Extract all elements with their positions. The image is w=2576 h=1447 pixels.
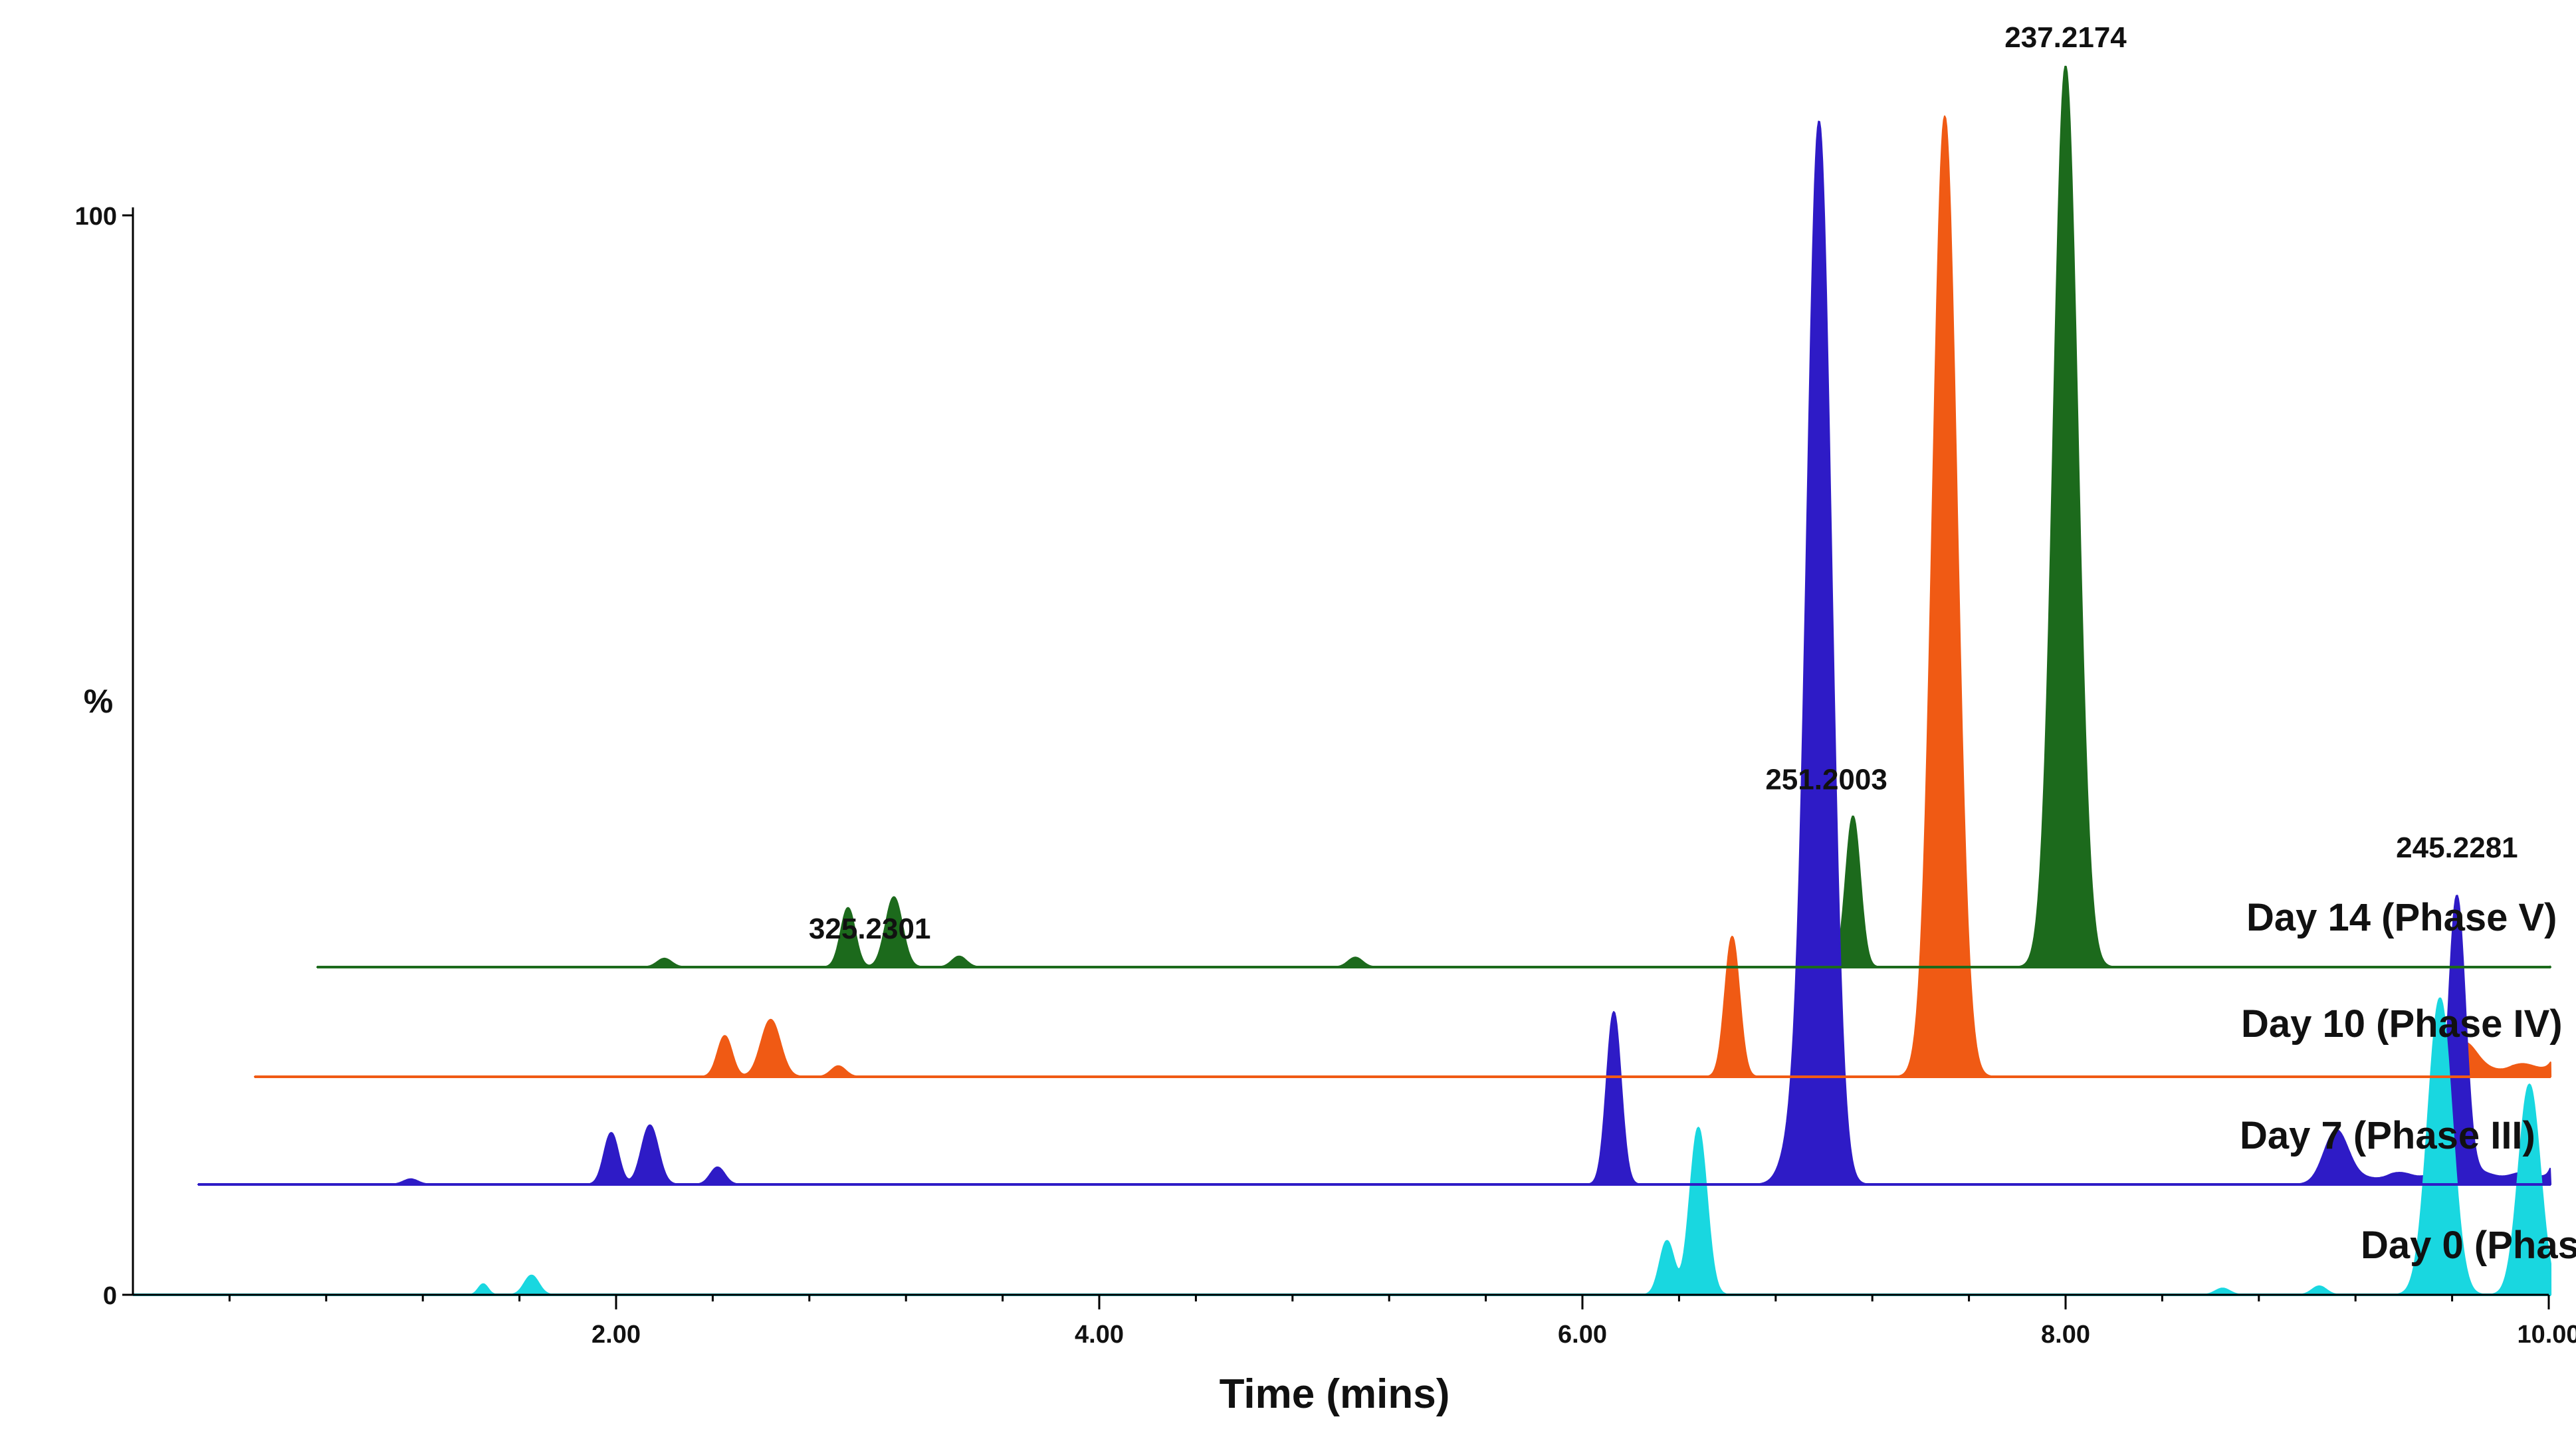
x-tick-label: 6.00 — [1558, 1321, 1607, 1349]
trace-day-10-phase-iv — [253, 115, 2552, 1078]
series-label-day-10-phase-iv: Day 10 (Phase IV) — [2241, 1002, 2563, 1046]
x-tick-label: 10.00 — [2517, 1321, 2576, 1349]
series-label-day-7-phase-iii: Day 7 (Phase III) — [2240, 1114, 2535, 1157]
x-tick-label: 4.00 — [1075, 1321, 1124, 1349]
x-tick-label: 2.00 — [591, 1321, 641, 1349]
y-tick-label: 100 — [75, 203, 117, 231]
trace-day-14-phase-v — [316, 65, 2552, 968]
peak-label-237-2174: 237.2174 — [2004, 21, 2127, 54]
peak-label-245-2281: 245.2281 — [2396, 832, 2518, 864]
peak-label-325-2301: 325.2301 — [809, 913, 931, 945]
trace-day-0-phase-ii — [132, 997, 2552, 1296]
series-label-day-0-phase-ii: Day 0 (Phase II) — [2361, 1224, 2576, 1267]
series-label-day-14-phase-v: Day 14 (Phase V) — [2246, 896, 2557, 939]
axes-layer: % Time (mins) — [84, 207, 2549, 1417]
x-tick-label: 8.00 — [2041, 1321, 2090, 1349]
peak-label-251-2003: 251.2003 — [1765, 764, 1887, 796]
ticks-layer: 2.004.006.008.0010.0012.0014.0016.0018.0… — [75, 203, 2576, 1349]
x-axis-title: Time (mins) — [1220, 1371, 1450, 1417]
y-tick-label: 0 — [103, 1282, 117, 1310]
traces-layer — [132, 65, 2552, 1296]
series-labels-layer: Day 14 (Phase V) Day 10 (Phase IV) Day 7 (… — [2240, 896, 2576, 1267]
trace-day-7-phase-iii — [197, 120, 2552, 1186]
y-axis-title: % — [84, 683, 113, 720]
peak-labels-layer: 237.2174251.2012291.2665291.2717273.2627… — [809, 21, 2518, 945]
baselines-layer — [133, 966, 2551, 1296]
